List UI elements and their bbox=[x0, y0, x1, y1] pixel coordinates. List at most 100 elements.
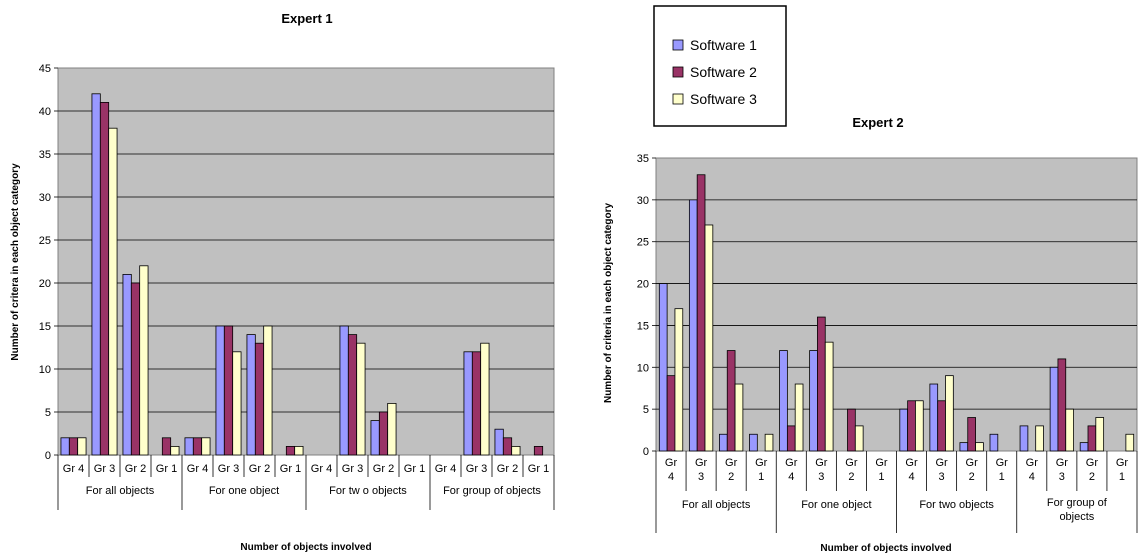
chart1-bar-software-1 bbox=[91, 93, 101, 456]
chart1-bar-software-3 bbox=[294, 445, 304, 456]
chart2-bar-software-3 bbox=[794, 383, 804, 452]
chart1-bar-software-3 bbox=[77, 437, 87, 456]
chart1-subcategory-label: Gr 2 bbox=[125, 463, 146, 475]
chart2-subcategory-label: Gr 2 bbox=[966, 457, 979, 483]
chart2-group-label: For group of objects bbox=[1047, 497, 1108, 523]
chart2-group-label: For all objects bbox=[682, 499, 751, 511]
chart1-bar-software-1 bbox=[122, 273, 132, 456]
chart2-bar-software-3 bbox=[734, 383, 744, 452]
chart2-bar-software-1 bbox=[899, 408, 909, 452]
chart1-bar-software-1 bbox=[339, 325, 349, 456]
chart2-bar-software-1 bbox=[1019, 425, 1029, 452]
chart1-bar-software-3 bbox=[480, 342, 490, 456]
chart2-bar-software-2 bbox=[726, 350, 736, 452]
chart2-bar-software-3 bbox=[824, 341, 834, 452]
chart1-bar-software-3 bbox=[387, 402, 397, 456]
chart2-ytick-label: 25 bbox=[637, 237, 649, 249]
chart2-bar-software-1 bbox=[779, 350, 788, 452]
chart1-ytick-label: 20 bbox=[39, 278, 51, 290]
legend: Software 1 Software 2 Software 3 bbox=[653, 5, 787, 127]
chart1-bar-software-1 bbox=[215, 325, 225, 456]
chart2-bar-software-3 bbox=[704, 224, 714, 452]
chart1-bar-software-2 bbox=[502, 437, 513, 456]
chart2-bar-software-2 bbox=[907, 400, 916, 452]
chart2-subcategory-label: Gr 4 bbox=[1026, 457, 1039, 483]
chart2-subcategory-label: Gr 1 bbox=[755, 457, 768, 483]
chart2-group-label: For two objects bbox=[919, 499, 994, 511]
chart1-ytick-label: 0 bbox=[45, 450, 51, 462]
chart2-ytick-label: 5 bbox=[643, 404, 649, 416]
chart1-subcategory-label: Gr 4 bbox=[187, 463, 208, 475]
chart1-ytick-label: 40 bbox=[39, 106, 51, 118]
chart1-bar-software-2 bbox=[161, 437, 172, 456]
chart2-bar-software-2 bbox=[666, 375, 676, 452]
chart2-bar-software-3 bbox=[945, 375, 954, 452]
chart1-group-label: For all objects bbox=[86, 485, 155, 497]
chart1-subcategory-label: Gr 1 bbox=[156, 463, 177, 475]
chart2-subcategory-label: Gr 1 bbox=[1116, 457, 1129, 483]
chart2-bar-software-1 bbox=[929, 383, 939, 452]
chart1-subcategory-label: Gr 3 bbox=[218, 463, 239, 475]
chart1-subcategory-label: Gr 3 bbox=[94, 463, 115, 475]
chart1-bar-software-2 bbox=[99, 102, 110, 456]
legend-label-software-1: Software 1 bbox=[690, 37, 757, 53]
chart1-bar-software-2 bbox=[68, 437, 79, 456]
chart2-group-label: For one object bbox=[801, 499, 871, 511]
chart1-bar-software-3 bbox=[139, 265, 149, 456]
chart1-bar-software-1 bbox=[463, 351, 473, 456]
chart1-subcategory-label: Gr 2 bbox=[497, 463, 518, 475]
chart1-subcategory-label: Gr 2 bbox=[249, 463, 270, 475]
chart2-subcategory-label: Gr 2 bbox=[1086, 457, 1099, 483]
chart1-bar-software-3 bbox=[108, 127, 118, 456]
chart1-bar-software-3 bbox=[511, 445, 521, 456]
chart2-bar-software-3 bbox=[854, 425, 864, 452]
chart2-ytick-label: 20 bbox=[637, 279, 649, 291]
chart2-bar-software-2 bbox=[1087, 425, 1097, 452]
chart1-bar-software-2 bbox=[130, 282, 141, 456]
legend-swatch-software-2 bbox=[672, 66, 684, 78]
chart2-subcategory-label: Gr 2 bbox=[845, 457, 858, 483]
chart1-subcategory-label: Gr 3 bbox=[466, 463, 487, 475]
chart2-bar-software-3 bbox=[1035, 425, 1044, 452]
chart1-bar-software-1 bbox=[60, 437, 70, 456]
chart2-bar-software-1 bbox=[959, 442, 969, 452]
chart1-bar-software-3 bbox=[356, 342, 366, 456]
chart1-bar-software-2 bbox=[223, 325, 234, 456]
chart2-subcategory-label: Gr 3 bbox=[815, 457, 828, 483]
legend-box bbox=[653, 5, 787, 127]
chart2-bar-software-3 bbox=[674, 308, 684, 452]
chart2-bar-software-1 bbox=[688, 199, 698, 452]
legend-label-software-3: Software 3 bbox=[690, 91, 757, 107]
chart1-subcategory-label: Gr 4 bbox=[63, 463, 84, 475]
chart1-bar-software-2 bbox=[378, 411, 389, 456]
chart2-bar-software-3 bbox=[1065, 408, 1074, 452]
chart1-ytick-label: 35 bbox=[39, 149, 51, 161]
chart2-bar-software-3 bbox=[975, 442, 984, 452]
chart2-bar-software-1 bbox=[719, 433, 728, 452]
chart1-bar-software-3 bbox=[201, 437, 211, 456]
chart2-bar-software-2 bbox=[967, 417, 976, 452]
chart1-subcategory-label: Gr 4 bbox=[311, 463, 332, 475]
chart2-title: Expert 2 bbox=[852, 115, 903, 130]
chart1-subcategory-label: Gr 1 bbox=[280, 463, 301, 475]
chart1-title: Expert 1 bbox=[281, 11, 332, 26]
chart1-bar-software-2 bbox=[192, 437, 203, 456]
chart2-subcategory-label: Gr 4 bbox=[665, 457, 678, 483]
chart1-bar-software-3 bbox=[170, 445, 180, 456]
chart2-ytick-label: 30 bbox=[637, 195, 649, 207]
chart1-ytick-label: 15 bbox=[39, 321, 51, 333]
chart2-subcategory-label: Gr 4 bbox=[905, 457, 918, 483]
chart2-bar-software-1 bbox=[1049, 366, 1059, 452]
chart1-group-label: For tw o objects bbox=[329, 485, 407, 497]
chart2-y-axis-title: Number of criteria in each object catego… bbox=[603, 203, 614, 403]
chart1-ytick-label: 10 bbox=[39, 364, 51, 376]
chart1-subcategory-label: Gr 3 bbox=[342, 463, 363, 475]
chart1-bar-software-1 bbox=[494, 428, 504, 456]
legend-label-software-2: Software 2 bbox=[690, 64, 757, 80]
chart1-x-axis-title: Number of objects involved bbox=[240, 542, 371, 553]
chart2-bar-software-1 bbox=[749, 433, 758, 452]
chart2-subcategory-label: Gr 2 bbox=[725, 457, 738, 483]
chart2-subcategory-label: Gr 1 bbox=[996, 457, 1009, 483]
chart2-bar-software-3 bbox=[1095, 417, 1105, 452]
